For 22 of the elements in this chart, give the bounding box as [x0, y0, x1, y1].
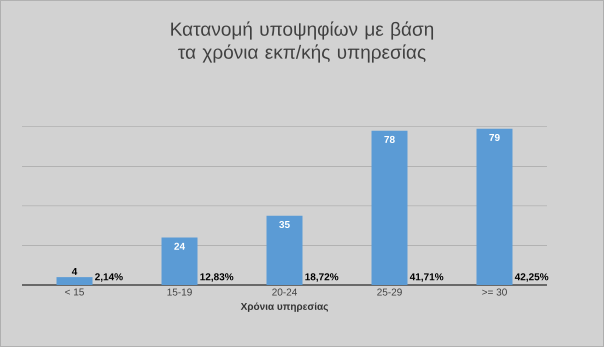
x-tick-label: 15-19: [167, 288, 192, 296]
data-label: 4: [72, 268, 78, 275]
x-tick-label: < 15: [65, 288, 84, 296]
annotation: 42,25%: [514, 273, 548, 282]
data-label: 35: [279, 220, 290, 228]
annotation: 18,72%: [305, 273, 338, 282]
x-tick-label: >= 30: [482, 288, 507, 296]
bar: [476, 128, 512, 285]
bar: [266, 216, 303, 285]
bar: [372, 130, 408, 285]
bar: [56, 277, 93, 285]
chart-title: Κατανομή υποψηφίων με βάση τα χρόνια εκπ/κής υπηρεσίας: [171, 21, 434, 63]
data-label: 24: [174, 242, 186, 250]
data-label: 78: [384, 136, 395, 143]
annotation: 41,71%: [410, 273, 444, 282]
x-axis-title: Χρόνια υπηρεσίας: [240, 302, 328, 312]
annotation: 12,83%: [200, 273, 234, 282]
x-tick-label: 25-29: [377, 288, 402, 296]
x-tick-label: 20-24: [272, 288, 297, 296]
bar: [162, 238, 198, 285]
annotation: 2,14%: [95, 273, 123, 282]
data-label: 79: [489, 134, 500, 142]
